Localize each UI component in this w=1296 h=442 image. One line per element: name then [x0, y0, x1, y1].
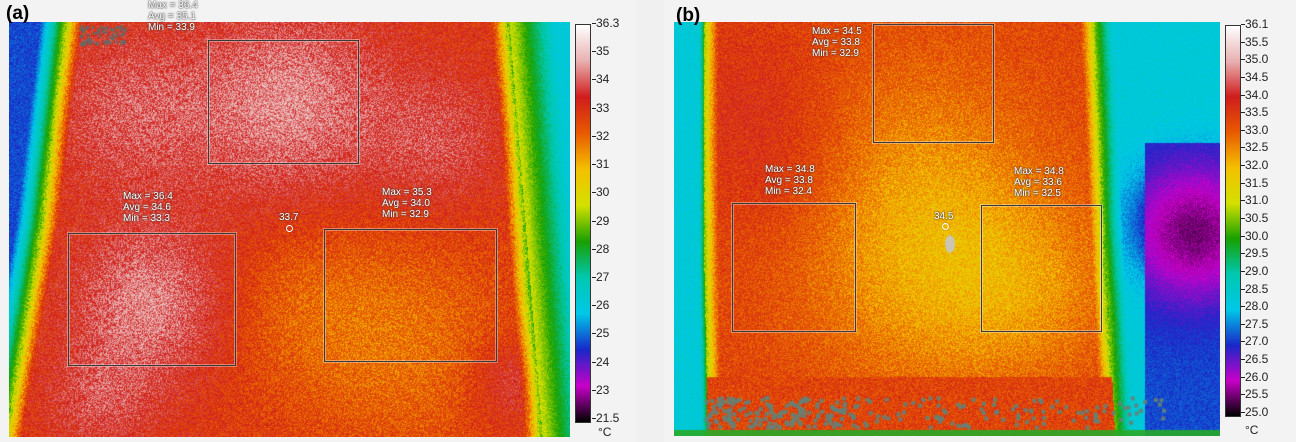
- roi-max: Max = 36.4: [123, 191, 173, 202]
- roi-top-box[interactable]: [873, 24, 994, 143]
- scale-tick-label: 32.5: [1240, 140, 1269, 155]
- roi-max: Max = 34.8: [1014, 166, 1064, 177]
- roi-avg: Avg = 33.8: [812, 37, 860, 48]
- scale-tick-label: 28.0: [1240, 299, 1269, 314]
- roi-right-stats: Max = 35.3 Avg = 34.0 Min = 32.9: [382, 187, 432, 220]
- roi-left-box[interactable]: [68, 233, 236, 366]
- roi-right-box[interactable]: [324, 229, 497, 362]
- scale-tick-label: 30: [591, 185, 610, 200]
- scale-tick-label: 35: [591, 44, 610, 59]
- scale-tick-label: 25: [591, 326, 610, 341]
- roi-max: Max = 36.4: [148, 0, 198, 11]
- roi-left-stats: Max = 34.8 Avg = 33.8 Min = 32.4: [765, 164, 815, 197]
- unit-label: °C: [598, 425, 612, 439]
- roi-min: Min = 32.9: [382, 209, 429, 220]
- scale-tick-label: 26.0: [1240, 369, 1269, 384]
- scale-tick-label: 27.5: [1240, 316, 1269, 331]
- roi-top-box[interactable]: [208, 40, 359, 164]
- spot-crosshair-icon[interactable]: [286, 225, 293, 232]
- roi-min: Min = 32.4: [765, 186, 812, 197]
- scale-tick-label: 34: [591, 72, 610, 87]
- scale-tick-label: 26: [591, 298, 610, 313]
- thermal-panel-a: (a) Max = 36.4 Avg = 35.1 Min = 33.9 Max…: [0, 0, 636, 442]
- scale-tick-label: 30.0: [1240, 228, 1269, 243]
- scale-tick-label: 29: [591, 213, 610, 228]
- scale-tick-label: 33.5: [1240, 105, 1269, 120]
- scale-tick-label: 30.5: [1240, 211, 1269, 225]
- scale-tick-label: 23: [591, 382, 610, 397]
- scale-tick-label: 31.5: [1240, 175, 1269, 190]
- scale-tick-label: 34.5: [1240, 69, 1269, 84]
- scale-tick-label: 33.0: [1240, 122, 1269, 137]
- scale-tick-label: 36.3: [591, 16, 620, 30]
- scale-tick-label: 32.0: [1240, 158, 1269, 173]
- roi-min: Min = 32.9: [812, 48, 859, 59]
- spot-crosshair-icon[interactable]: [942, 223, 949, 230]
- scale-tick-label: 35.0: [1240, 52, 1269, 67]
- scale-tick-label: 27: [591, 269, 610, 284]
- spot-temperature: 34.5: [934, 211, 954, 222]
- panel-label: (b): [676, 5, 701, 26]
- roi-top-stats: Max = 34.5 Avg = 33.8 Min = 32.9: [812, 26, 862, 59]
- scale-tick-label: 28: [591, 241, 610, 256]
- roi-min: Min = 33.3: [123, 213, 170, 224]
- roi-avg: Avg = 33.6: [1014, 177, 1062, 188]
- color-scale-bar: [1225, 25, 1241, 417]
- scale-tick-label: 24: [591, 354, 610, 369]
- unit-label: °C: [1245, 423, 1259, 437]
- roi-avg: Avg = 34.6: [123, 202, 171, 213]
- roi-avg: Avg = 34.0: [382, 198, 430, 209]
- scale-tick-label: 29.0: [1240, 263, 1269, 278]
- scale-tick-label: 36.1: [1240, 17, 1269, 31]
- roi-min: Min = 33.9: [148, 22, 195, 33]
- roi-max: Max = 35.3: [382, 187, 432, 198]
- roi-left-box[interactable]: [732, 203, 856, 332]
- roi-right-box[interactable]: [981, 205, 1102, 332]
- roi-min: Min = 32.5: [1014, 188, 1061, 199]
- scale-tick-label: 34.0: [1240, 87, 1269, 102]
- scale-tick-label: 27.0: [1240, 334, 1269, 349]
- scale-tick-label: 33: [591, 100, 610, 115]
- scale-tick-label: 31: [591, 157, 610, 172]
- roi-max: Max = 34.8: [765, 164, 815, 175]
- roi-avg: Avg = 35.1: [148, 11, 196, 22]
- color-scale-bar: [575, 24, 591, 423]
- panel-label: (a): [6, 3, 30, 24]
- scale-tick-label: 35.5: [1240, 34, 1269, 49]
- scale-tick-label: 25.0: [1240, 405, 1269, 419]
- scale-tick-label: 31.0: [1240, 193, 1269, 208]
- roi-right-stats: Max = 34.8 Avg = 33.6 Min = 32.5: [1014, 166, 1064, 199]
- roi-top-stats: Max = 36.4 Avg = 35.1 Min = 33.9: [148, 0, 198, 33]
- roi-avg: Avg = 33.8: [765, 175, 813, 186]
- scale-tick-label: 21.5: [591, 411, 620, 425]
- scale-tick-label: 26.5: [1240, 352, 1269, 367]
- scale-tick-label: 29.5: [1240, 246, 1269, 261]
- roi-left-stats: Max = 36.4 Avg = 34.6 Min = 33.3: [123, 191, 173, 224]
- spot-temperature: 33.7: [279, 212, 299, 223]
- scale-tick-label: 28.5: [1240, 281, 1269, 296]
- thermal-panel-b: (b) Max = 34.5 Avg = 33.8 Min = 32.9 Max…: [664, 0, 1296, 442]
- scale-tick-label: 32: [591, 128, 610, 143]
- scale-tick-label: 25.5: [1240, 387, 1269, 402]
- roi-max: Max = 34.5: [812, 26, 862, 37]
